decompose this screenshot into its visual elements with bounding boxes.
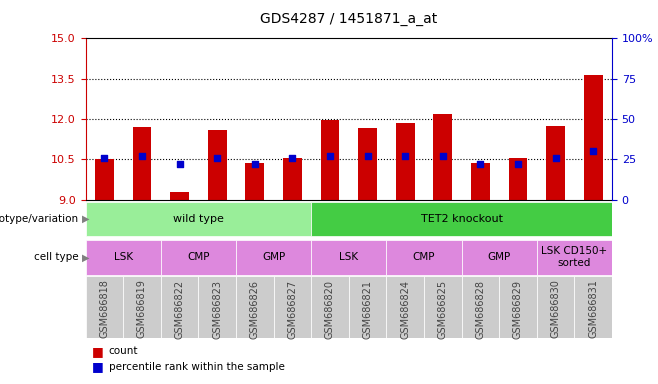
Text: GSM686822: GSM686822 (174, 280, 184, 339)
Text: GDS4287 / 1451871_a_at: GDS4287 / 1451871_a_at (260, 12, 438, 26)
Text: GSM686820: GSM686820 (325, 280, 335, 339)
Bar (574, 276, 612, 338)
Bar (132, 127, 151, 200)
Bar (537, 240, 612, 275)
Bar (434, 114, 452, 200)
Text: LSK: LSK (114, 252, 133, 262)
Bar (208, 130, 226, 200)
Bar (499, 276, 537, 338)
Bar (311, 240, 386, 275)
Text: GSM686824: GSM686824 (400, 280, 410, 339)
Bar (245, 164, 264, 200)
Bar (386, 240, 461, 275)
Bar (311, 202, 612, 236)
Point (363, 153, 373, 159)
Point (324, 153, 335, 159)
Point (174, 161, 185, 167)
Text: GSM686825: GSM686825 (438, 280, 447, 339)
Bar (471, 164, 490, 200)
Bar (274, 276, 311, 338)
Bar (358, 128, 377, 200)
Point (287, 155, 297, 161)
Bar (170, 192, 189, 200)
Bar (283, 158, 302, 200)
Bar (461, 276, 499, 338)
Point (137, 153, 147, 159)
Text: wild type: wild type (173, 214, 224, 224)
Point (438, 153, 448, 159)
Text: GSM686818: GSM686818 (99, 280, 109, 338)
Bar (86, 202, 311, 236)
Text: TET2 knockout: TET2 knockout (420, 214, 503, 224)
Text: GSM686827: GSM686827 (288, 280, 297, 339)
Bar (236, 276, 274, 338)
Point (513, 161, 523, 167)
Text: GSM686821: GSM686821 (363, 280, 372, 339)
Text: genotype/variation: genotype/variation (0, 214, 79, 224)
Bar (395, 123, 415, 200)
Text: GSM686823: GSM686823 (212, 280, 222, 339)
Text: ■: ■ (92, 360, 104, 373)
Point (475, 161, 486, 167)
Bar (161, 276, 198, 338)
Text: GSM686819: GSM686819 (137, 280, 147, 338)
Bar (584, 74, 603, 200)
Bar (546, 126, 565, 200)
Text: ■: ■ (92, 345, 104, 358)
Bar (349, 276, 386, 338)
Bar (509, 158, 527, 200)
Bar (537, 276, 574, 338)
Bar (236, 240, 311, 275)
Text: CMP: CMP (413, 252, 435, 262)
Bar (320, 121, 340, 200)
Text: count: count (109, 346, 138, 356)
Bar (311, 276, 349, 338)
Text: percentile rank within the sample: percentile rank within the sample (109, 362, 284, 372)
Text: LSK CD150+
sorted: LSK CD150+ sorted (542, 247, 607, 268)
Text: GSM686831: GSM686831 (588, 280, 598, 338)
Bar (424, 276, 461, 338)
Text: ▶: ▶ (82, 252, 89, 262)
Bar (386, 276, 424, 338)
Text: ▶: ▶ (82, 214, 89, 224)
Text: GSM686828: GSM686828 (475, 280, 486, 339)
Text: GMP: GMP (488, 252, 511, 262)
Point (99, 155, 110, 161)
Bar (123, 276, 161, 338)
Point (212, 155, 222, 161)
Bar (461, 240, 537, 275)
Text: GSM686829: GSM686829 (513, 280, 523, 339)
Bar (86, 240, 161, 275)
Point (588, 148, 598, 154)
Point (550, 155, 561, 161)
Text: GSM686830: GSM686830 (551, 280, 561, 338)
Point (400, 153, 411, 159)
Bar (86, 276, 123, 338)
Bar (198, 276, 236, 338)
Text: CMP: CMP (187, 252, 210, 262)
Text: GSM686826: GSM686826 (250, 280, 260, 339)
Point (249, 161, 260, 167)
Bar (95, 159, 114, 200)
Text: LSK: LSK (339, 252, 359, 262)
Bar (161, 240, 236, 275)
Text: GMP: GMP (262, 252, 285, 262)
Text: cell type: cell type (34, 252, 79, 262)
